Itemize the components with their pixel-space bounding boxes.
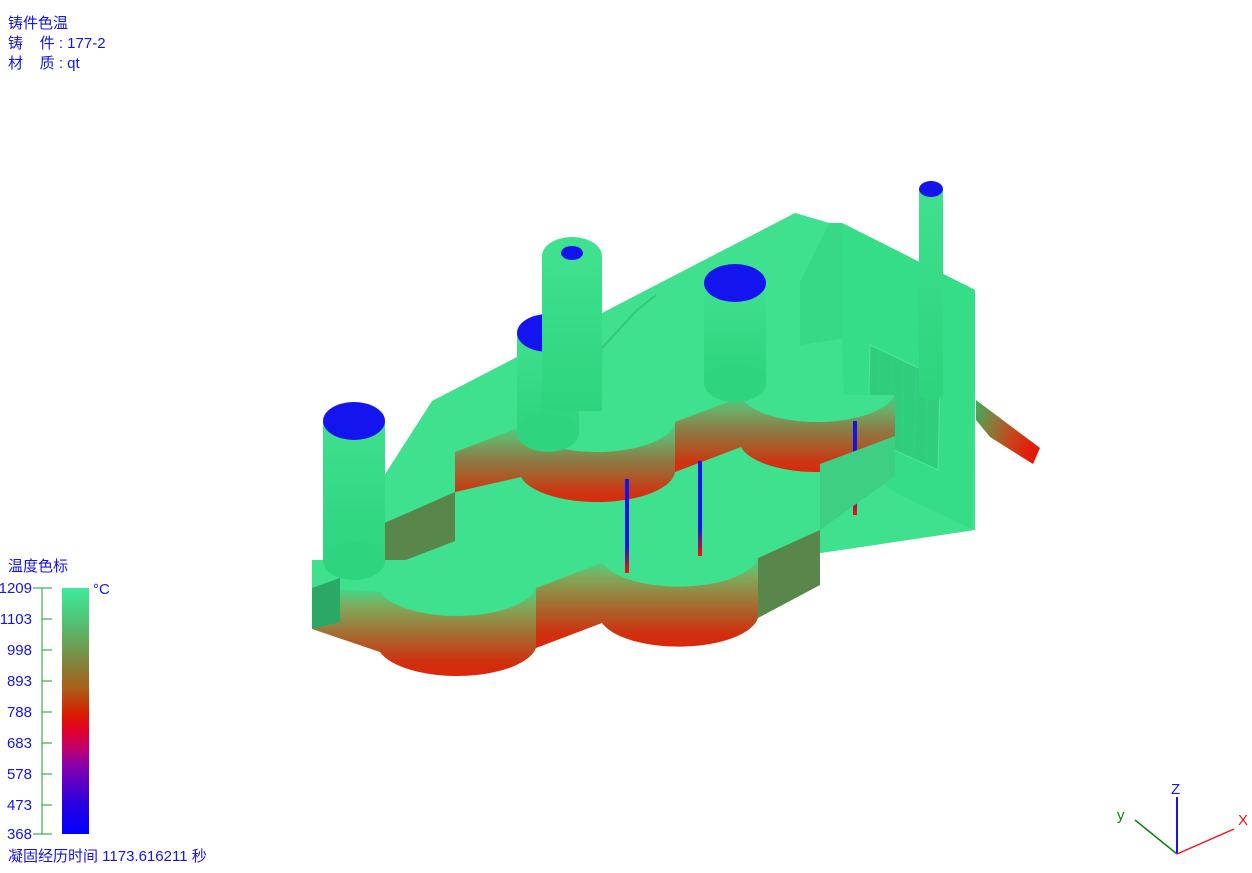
- svg-text:y: y: [1117, 807, 1125, 824]
- svg-text:X: X: [1238, 812, 1248, 829]
- svg-text:Z: Z: [1171, 781, 1180, 798]
